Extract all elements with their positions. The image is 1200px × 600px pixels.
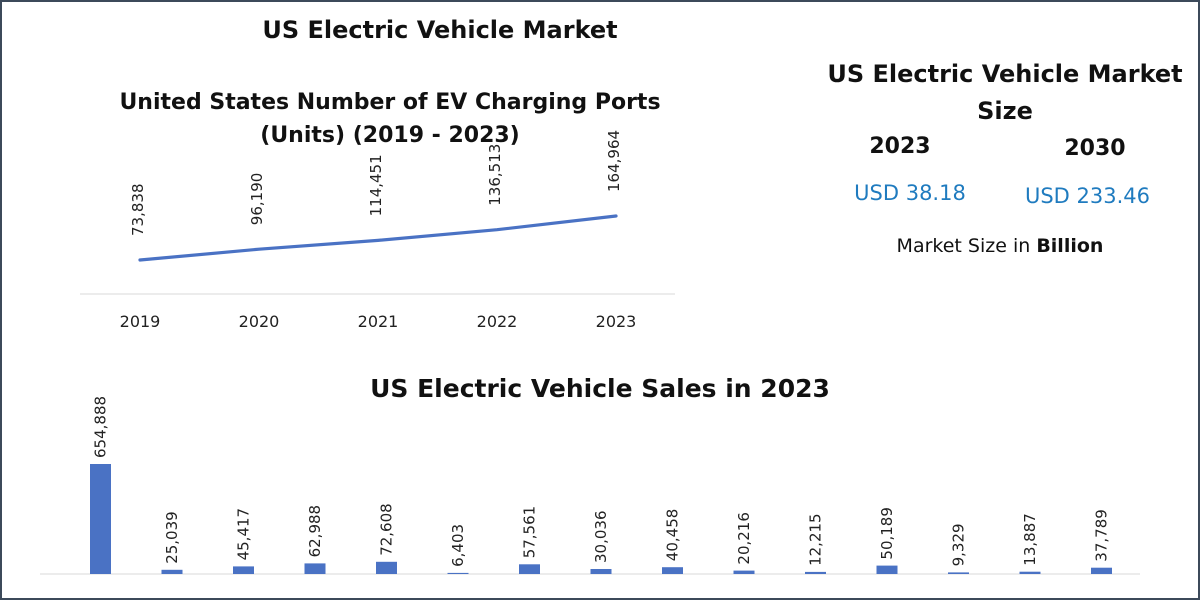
unit-prefix: Market Size in bbox=[896, 235, 1031, 257]
bar bbox=[662, 567, 683, 574]
market-size-title: US Electric Vehicle Market Size bbox=[827, 60, 1183, 125]
bar-data-label: 50,189 bbox=[878, 507, 896, 560]
market-year-2030: 2030 bbox=[1064, 136, 1126, 161]
line-chart-title: United States Number of EV Charging Port… bbox=[119, 90, 661, 148]
bar bbox=[590, 569, 612, 574]
line-data-label: 96,190 bbox=[248, 173, 266, 226]
unit-bold: Billion bbox=[1036, 235, 1104, 257]
bar bbox=[447, 572, 469, 574]
line-data-label: 73,838 bbox=[129, 184, 147, 237]
market-unit-note: Market Size in Billion bbox=[820, 235, 1180, 257]
market-value-2030: USD 233.46 bbox=[1024, 184, 1151, 208]
line-x-tick: 2020 bbox=[239, 312, 280, 331]
infographic-title: US Electric Vehicle Market bbox=[262, 16, 618, 44]
line-x-tick: 2022 bbox=[477, 312, 518, 331]
bar-data-label: 20,216 bbox=[735, 512, 753, 565]
bar-chart-title: US Electric Vehicle Sales in 2023 bbox=[370, 374, 830, 403]
bar bbox=[876, 565, 898, 574]
bar-data-label: 72,608 bbox=[378, 503, 396, 556]
bar bbox=[733, 570, 755, 574]
bar-data-label: 654,888 bbox=[92, 396, 110, 458]
bar bbox=[376, 561, 397, 574]
bar bbox=[948, 572, 969, 574]
bar-data-label: 40,458 bbox=[664, 509, 682, 562]
bar-data-label: 25,039 bbox=[163, 511, 181, 564]
bar-data-label: 12,215 bbox=[807, 513, 825, 566]
bar-data-label: 30,036 bbox=[592, 511, 610, 564]
bar-data-label: 6,403 bbox=[449, 524, 467, 567]
market-value-2023: USD 38.18 bbox=[854, 181, 966, 205]
bar-data-label: 57,561 bbox=[521, 506, 539, 559]
bar-data-label: 13,887 bbox=[1021, 513, 1039, 566]
line-data-label: 136,513 bbox=[486, 144, 504, 206]
line-data-label: 164,964 bbox=[605, 130, 623, 192]
bar bbox=[161, 569, 183, 574]
line-x-tick: 2021 bbox=[358, 312, 399, 331]
bar bbox=[304, 563, 326, 574]
bar bbox=[805, 571, 826, 574]
bar bbox=[1019, 571, 1041, 574]
bar-data-label: 62,988 bbox=[306, 505, 324, 558]
bar bbox=[233, 566, 254, 574]
bar bbox=[519, 564, 540, 574]
bar bbox=[90, 464, 111, 574]
bar bbox=[1091, 567, 1112, 574]
line-x-tick: 2023 bbox=[596, 312, 637, 331]
line-x-tick: 2019 bbox=[120, 312, 161, 331]
bar-data-label: 37,789 bbox=[1093, 509, 1111, 562]
bar-data-label: 45,417 bbox=[235, 508, 253, 561]
line-data-label: 114,451 bbox=[367, 154, 385, 216]
market-year-2023: 2023 bbox=[869, 134, 931, 159]
bar-data-label: 9,329 bbox=[950, 523, 968, 566]
